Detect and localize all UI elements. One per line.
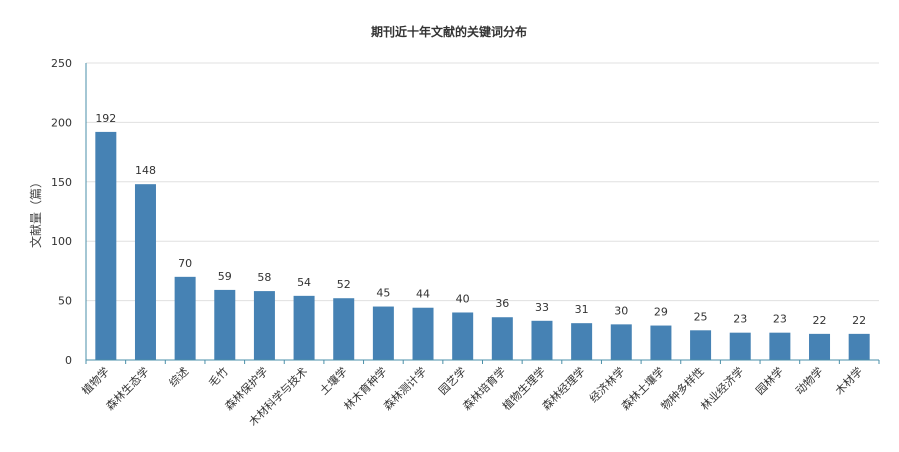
bar: [690, 330, 712, 360]
data-label: 25: [694, 310, 708, 323]
bar: [650, 325, 672, 360]
data-label: 59: [218, 270, 232, 283]
axes: [85, 63, 879, 361]
x-tick-label: 森林生态学: [103, 364, 152, 413]
data-label: 31: [575, 303, 589, 316]
x-tick-label: 毛竹: [205, 364, 230, 389]
bar: [95, 131, 117, 360]
x-tick-label: 园林学: [753, 364, 786, 397]
gridlines: [86, 62, 879, 302]
bar: [372, 306, 394, 360]
y-tick-label: 250: [51, 57, 72, 70]
data-label: 30: [614, 304, 628, 317]
bar: [769, 332, 791, 360]
bar: [134, 184, 156, 360]
x-tick-label: 林业经济学: [698, 364, 747, 413]
data-label: 23: [733, 313, 747, 326]
y-tick-label: 150: [51, 176, 72, 189]
y-tick-label: 0: [65, 354, 72, 367]
data-label: 40: [456, 292, 470, 305]
data-label: 148: [135, 164, 156, 177]
data-label: 192: [95, 112, 116, 125]
bar: [214, 289, 236, 360]
y-tick-label: 50: [58, 295, 72, 308]
data-label: 23: [773, 313, 787, 326]
data-label: 44: [416, 288, 430, 301]
data-label: 33: [535, 301, 549, 314]
data-label: 22: [852, 314, 866, 327]
y-axis-ticks: 0 50 100 150 200 250: [51, 57, 72, 367]
bar: [571, 323, 593, 360]
bar: [491, 317, 513, 360]
bar: [531, 320, 553, 360]
x-tick-label: 经济林学: [586, 364, 627, 405]
data-label: 29: [654, 306, 668, 319]
data-label: 58: [257, 271, 271, 284]
bar: [809, 333, 831, 360]
data-label: 45: [376, 287, 390, 300]
data-labels: 192 148 70 59 58 54 52 45 44 40 36 33 31 30 29 25 23 23 22…: [95, 112, 866, 327]
y-tick-label: 100: [51, 235, 72, 248]
x-tick-label: 园艺学: [436, 364, 469, 397]
bar: [174, 276, 196, 360]
data-label: 36: [495, 297, 509, 310]
x-tick-label: 综述: [166, 364, 191, 389]
bar: [610, 324, 632, 360]
bar: [729, 332, 751, 360]
bar: [293, 295, 315, 360]
bar: [333, 298, 355, 360]
data-label: 22: [813, 314, 827, 327]
x-tick-label: 植物学: [79, 364, 112, 397]
bar: [412, 307, 434, 360]
x-tick-label: 动物学: [792, 364, 825, 397]
bar: [848, 333, 870, 360]
x-tick-label: 森林测计学: [380, 364, 429, 413]
data-label: 54: [297, 276, 311, 289]
bar: [452, 312, 474, 360]
x-tick-label: 土壤学: [317, 364, 350, 397]
chart-title: 期刊近十年文献的关键词分布: [371, 24, 527, 39]
bars: [95, 131, 870, 360]
x-tick-label: 木材学: [832, 364, 865, 397]
data-label: 70: [178, 257, 192, 270]
data-label: 52: [337, 278, 351, 291]
y-axis-label: 文献量（篇）: [28, 176, 43, 248]
x-tick-label: 森林经理学: [539, 364, 588, 413]
y-tick-label: 200: [51, 116, 72, 129]
bar: [253, 291, 275, 360]
